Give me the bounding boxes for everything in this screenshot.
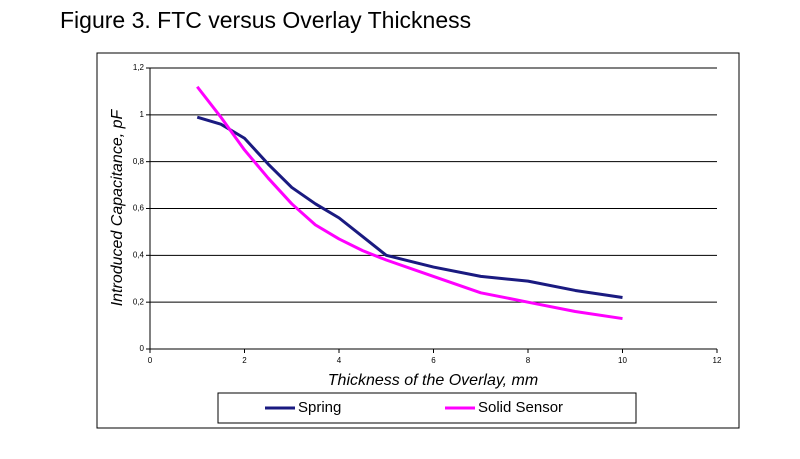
y-tick-label: 0,8 [133, 157, 145, 166]
legend-label: Solid Sensor [478, 399, 563, 416]
x-tick-label: 2 [242, 356, 247, 365]
x-tick-label: 0 [148, 356, 153, 365]
y-tick-label: 0,6 [133, 204, 145, 213]
series-line [196, 115, 623, 299]
x-tick-label: 8 [526, 356, 531, 365]
x-tick-label: 10 [618, 356, 627, 365]
y-tick-label: 1,2 [133, 63, 145, 72]
y-tick-label: 0,4 [133, 250, 145, 259]
x-tick-label: 12 [713, 356, 722, 365]
x-tick-label: 6 [431, 356, 436, 365]
y-tick-label: 1 [140, 110, 145, 119]
chart-title: Figure 3. FTC versus Overlay Thickness [60, 7, 471, 33]
y-axis-label: Introduced Capacitance, pF [109, 108, 126, 306]
chart-frame [96, 52, 740, 429]
x-axis-label: Thickness of the Overlay, mm [328, 372, 538, 389]
x-tick-label: 4 [337, 356, 342, 365]
legend-label: Spring [298, 399, 341, 416]
y-tick-label: 0,2 [133, 297, 145, 306]
y-tick-label: 0 [140, 344, 145, 353]
series-line [196, 85, 623, 321]
